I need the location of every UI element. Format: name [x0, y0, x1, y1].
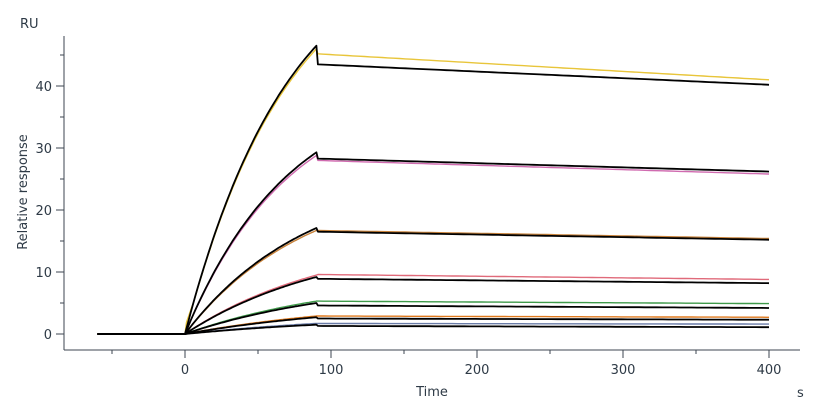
x-ticks: 0 100 200 300 400	[111, 350, 782, 378]
y-ticks: 0 10 20 30 40	[35, 54, 64, 343]
fit-line	[97, 151, 770, 335]
y-tick-label: 0	[44, 328, 52, 343]
y-unit-label: RU	[20, 17, 39, 32]
y-tick-label: 20	[35, 204, 52, 219]
series-line	[97, 48, 770, 335]
x-tick-label: 200	[465, 363, 490, 378]
fit-line	[97, 44, 770, 335]
fit-line	[97, 323, 769, 335]
y-tick-label: 30	[35, 142, 52, 157]
y-tick-label: 10	[35, 266, 52, 281]
fit-line	[97, 227, 770, 335]
series-group	[97, 48, 770, 335]
x-tick-label: 400	[757, 363, 782, 378]
fit-line	[97, 316, 769, 335]
x-tick-label: 300	[611, 363, 636, 378]
fit-line	[97, 276, 770, 335]
y-tick-label: 40	[35, 80, 52, 95]
axes	[63, 36, 800, 351]
x-tick-label: 100	[319, 363, 344, 378]
fit-line	[97, 302, 769, 335]
x-tick-label: 0	[181, 363, 189, 378]
y-axis-title: Relative response	[16, 134, 31, 250]
fit-group	[97, 44, 770, 335]
x-axis-title: Time	[415, 385, 448, 400]
x-unit-label: s	[797, 386, 804, 401]
